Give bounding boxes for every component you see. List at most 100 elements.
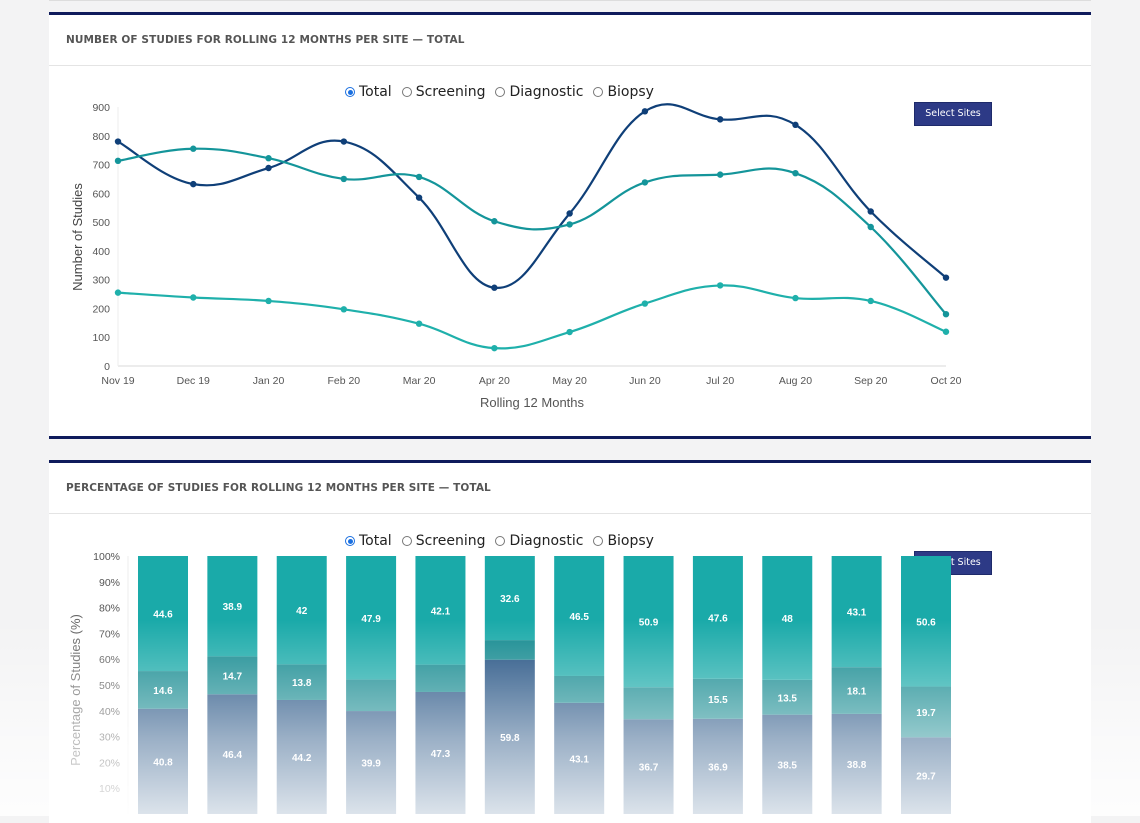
y-tick-label: 100%: [93, 551, 120, 563]
data-point: [792, 294, 799, 302]
y-axis-title: Percentage of Studies (%): [68, 614, 83, 766]
bar-data-label: 50.9: [639, 618, 659, 629]
y-tick-label: 400: [92, 246, 110, 258]
radio-total[interactable]: Total: [345, 533, 392, 549]
y-tick-label: 30%: [99, 732, 120, 744]
data-point: [190, 294, 197, 301]
bar-data-label: 14.7: [223, 671, 243, 682]
x-tick-label: Jun 20: [629, 375, 661, 387]
bar-data-label: 29.7: [916, 772, 936, 783]
line-series-2: [117, 284, 947, 350]
bar-data-label: 38.9: [223, 602, 243, 613]
data-point: [340, 306, 348, 313]
radio-button[interactable]: [401, 536, 412, 546]
data-point: [114, 157, 122, 165]
bar-data-label: 38.8: [847, 760, 867, 771]
radio-button[interactable]: [401, 87, 412, 97]
radio-screening[interactable]: Screening: [401, 84, 486, 100]
data-point: [190, 145, 197, 152]
data-point: [491, 218, 498, 225]
x-tick-label: Jul 20: [706, 375, 734, 387]
bar-data-label: 59.8: [500, 733, 520, 744]
data-point: [491, 284, 498, 291]
bar-data-label: 48: [782, 614, 794, 625]
select-sites-button[interactable]: Select Sites: [914, 102, 992, 126]
bar-segment: [623, 687, 674, 720]
data-point: [566, 221, 573, 228]
y-tick-label: 70%: [99, 628, 120, 640]
bar-data-label: 43.1: [569, 754, 589, 765]
bar-data-label: 50.6: [916, 617, 936, 628]
radio-diagnostic[interactable]: Diagnostic: [495, 533, 583, 549]
data-point: [114, 289, 122, 296]
radio-label: Screening: [415, 533, 486, 549]
bar-data-label: 46.4: [223, 750, 243, 761]
radio-label: Screening: [415, 84, 486, 100]
bar-data-label: 47.3: [431, 749, 451, 760]
data-point: [942, 328, 950, 335]
data-point: [265, 164, 272, 172]
y-tick-label: 90%: [99, 577, 120, 589]
y-tick-label: 20%: [99, 757, 120, 769]
data-point: [641, 179, 649, 186]
y-tick-label: 800: [92, 131, 110, 143]
data-point: [716, 282, 724, 289]
bar-segment: [484, 640, 535, 660]
data-point: [942, 274, 950, 281]
radio-button[interactable]: [495, 87, 506, 97]
page-top-divider: [49, 0, 1091, 1]
data-point: [265, 297, 272, 305]
radio-button[interactable]: [593, 87, 604, 97]
bar-data-label: 13.8: [292, 678, 312, 689]
x-tick-label: Nov 19: [101, 375, 134, 387]
data-point: [340, 138, 348, 145]
data-point: [792, 121, 799, 129]
data-point: [867, 208, 874, 215]
x-tick-label: Sep 20: [854, 375, 887, 387]
y-tick-label: 50%: [99, 680, 120, 692]
bar-data-label: 13.5: [778, 693, 798, 704]
data-point: [190, 180, 197, 188]
radio-biopsy[interactable]: Biopsy: [593, 84, 654, 100]
bar-data-label: 47.6: [708, 613, 728, 624]
bar-data-label: 42.1: [431, 606, 451, 617]
bar-segment: [415, 664, 466, 692]
radio-button[interactable]: [345, 87, 355, 97]
bar-data-label: 40.8: [153, 757, 173, 768]
bar-data-label: 14.6: [153, 686, 173, 697]
radio-biopsy[interactable]: Biopsy: [593, 533, 654, 549]
x-axis-title: Rolling 12 Months: [480, 395, 585, 410]
data-point: [415, 173, 423, 181]
radio-total[interactable]: Total: [345, 84, 392, 100]
bar-data-label: 15.5: [708, 695, 728, 706]
bar-data-label: 47.9: [361, 614, 381, 625]
x-tick-label: Aug 20: [779, 375, 812, 387]
line-series-1: [117, 147, 947, 315]
data-point: [491, 344, 498, 352]
data-point: [942, 311, 950, 318]
radio-button[interactable]: [593, 536, 604, 546]
radio-label: Total: [359, 84, 392, 100]
radio-button[interactable]: [345, 536, 355, 546]
y-tick-label: 60%: [99, 654, 120, 666]
radio-label: Total: [359, 533, 392, 549]
x-tick-label: Oct 20: [931, 375, 962, 387]
data-point: [716, 171, 724, 178]
radio-button[interactable]: [495, 536, 506, 546]
radio-screening[interactable]: Screening: [401, 533, 486, 549]
y-tick-label: 900: [92, 102, 110, 114]
data-point: [114, 138, 122, 145]
data-point: [415, 194, 423, 201]
line-series-0: [117, 103, 947, 289]
card-title: PERCENTAGE OF STUDIES FOR ROLLING 12 MON…: [49, 463, 1091, 514]
y-tick-label: 0: [104, 361, 110, 373]
data-point: [867, 223, 874, 231]
y-axis-title: Number of Studies: [70, 183, 85, 291]
data-point: [415, 320, 423, 327]
x-tick-label: May 20: [552, 375, 587, 387]
data-point: [340, 175, 348, 183]
bar-data-label: 46.5: [569, 612, 589, 623]
bar-data-label: 36.7: [639, 763, 659, 774]
radio-diagnostic[interactable]: Diagnostic: [495, 84, 583, 100]
data-point: [867, 297, 874, 305]
